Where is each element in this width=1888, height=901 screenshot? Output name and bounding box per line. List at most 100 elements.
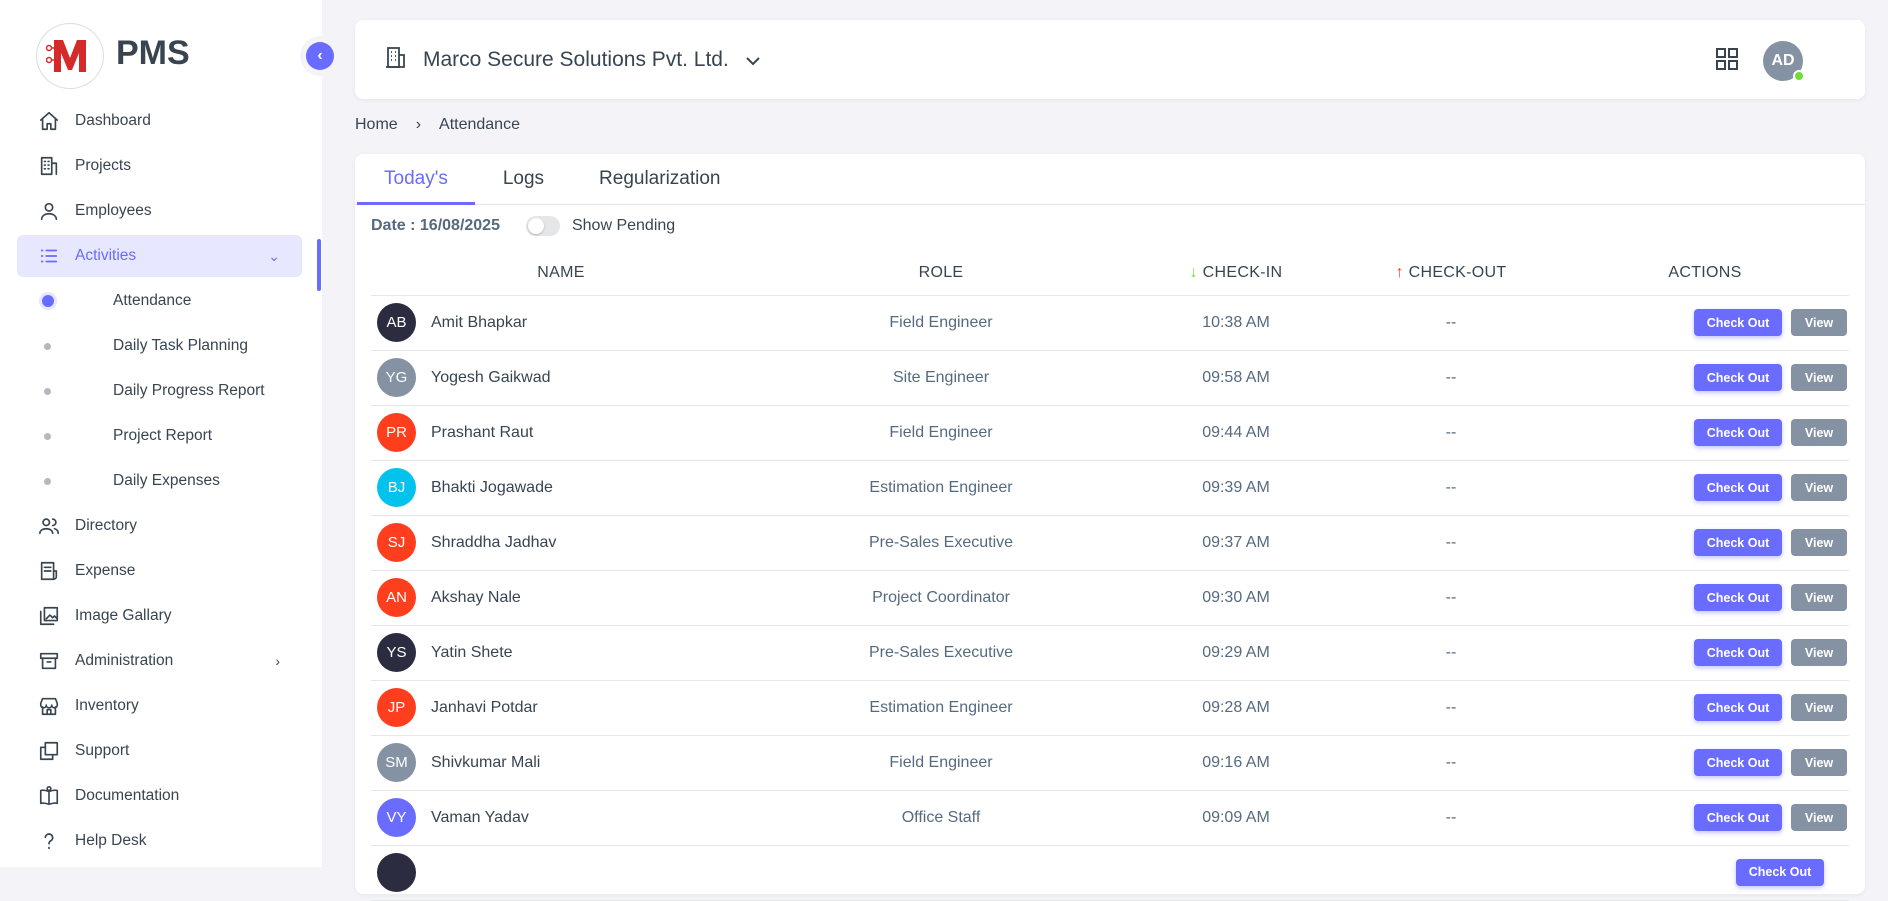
view-button[interactable]: View [1791,364,1847,391]
view-button[interactable]: View [1791,419,1847,446]
collapse-sidebar-button[interactable]: ‹ [300,36,340,76]
sidebar-item-label: Employees [75,202,152,219]
employee-name: Yogesh Gaikwad [431,368,551,386]
sidebar-subitem-project-report[interactable]: Project Report [17,415,302,457]
date-label: Date : 16/08/2025 [371,217,500,234]
check-out-button[interactable]: Check Out [1694,804,1782,831]
table-row: AN Akshay Nale Project Coordinator 09:30 … [371,570,1849,626]
view-button[interactable]: View [1791,804,1847,831]
avatar: YS [377,633,416,672]
check-out-button[interactable]: Check Out [1694,529,1782,556]
name-cell: JP Janhavi Potdar [371,680,751,736]
check-out-button[interactable]: Check Out [1736,858,1824,886]
check-out-cell: -- [1341,680,1561,736]
role-cell: Estimation Engineer [751,680,1131,736]
employee-name: Amit Bhapkar [431,313,528,331]
building-icon [385,45,407,75]
check-out-button[interactable]: Check Out [1694,309,1782,336]
sidebar-item-label: Expense [75,562,136,579]
tab-todays[interactable]: Today's [357,154,475,205]
sidebar-item-support[interactable]: Support [17,730,302,772]
check-in-cell: 09:39 AM [1131,460,1341,516]
apps-grid-icon[interactable] [1715,47,1739,76]
check-in-cell: 10:38 AM [1131,295,1341,351]
actions-cell: Check Out View [1561,625,1849,681]
sidebar-item-inventory[interactable]: Inventory [17,685,302,727]
table-row: YG Yogesh Gaikwad Site Engineer 09:58 AM … [371,350,1849,406]
view-button[interactable]: View [1791,639,1847,666]
employee-name: Janhavi Potdar [431,698,538,716]
sidebar-subitem-label: Daily Progress Report [113,382,265,399]
sidebar-item-image-gallary[interactable]: Image Gallary [17,595,302,637]
name-cell: AN Akshay Nale [371,570,751,626]
view-button[interactable]: View [1791,309,1847,336]
store-icon [38,695,60,717]
table-row: VY Vaman Yadav Office Staff 09:09 AM -- C… [371,790,1849,846]
gallery-icon [38,605,60,627]
actions-cell: Check Out View [1561,350,1849,406]
sidebar-subitem-label: Daily Expenses [113,472,220,489]
view-button[interactable]: View [1791,749,1847,776]
avatar: YG [377,358,416,397]
sidebar-item-label: Administration [75,652,174,669]
check-out-cell: -- [1341,570,1561,626]
name-cell: AB Amit Bhapkar [371,295,751,351]
avatar [377,853,416,892]
organization-selector[interactable]: Marco Secure Solutions Pvt. Ltd. [385,45,761,75]
employee-name: Shraddha Jadhav [431,533,557,551]
view-button[interactable]: View [1791,694,1847,721]
name-cell: PR Prashant Raut [371,405,751,461]
column-header-check-out[interactable]: ↑ Check-out [1341,252,1561,296]
list-icon [38,245,60,267]
show-pending-toggle[interactable] [525,216,560,236]
brand-logo[interactable] [36,23,104,89]
sidebar-subitem-daily-expenses[interactable]: Daily Expenses [17,460,302,502]
name-cell: YG Yogesh Gaikwad [371,350,751,406]
sidebar-item-help-desk[interactable]: Help Desk [17,820,302,862]
check-out-button[interactable]: Check Out [1694,694,1782,721]
sidebar-item-label: Inventory [75,697,139,714]
actions-cell: Check Out View [1561,460,1849,516]
filter-bar: Date : 16/08/2025 Show Pending [371,216,675,236]
check-out-label: Check-out [1408,264,1507,282]
sidebar-nav: Dashboard Projects Employees Activities ⌄ Att… [17,100,302,865]
column-header-check-in[interactable]: ↓ Check-in [1131,252,1341,296]
check-out-cell: -- [1341,515,1561,571]
check-out-button[interactable]: Check Out [1694,749,1782,776]
sidebar-item-employees[interactable]: Employees [17,190,302,232]
view-button[interactable]: View [1791,584,1847,611]
check-out-button[interactable]: Check Out [1694,639,1782,666]
name-cell: SM Shivkumar Mali [371,735,751,791]
sidebar-subitem-attendance[interactable]: Attendance [17,280,302,322]
sidebar-item-directory[interactable]: Directory [17,505,302,547]
check-out-button[interactable]: Check Out [1694,584,1782,611]
sidebar-item-expense[interactable]: Expense [17,550,302,592]
sidebar-item-projects[interactable]: Projects [17,145,302,187]
active-indicator [317,239,321,291]
check-in-cell: 09:30 AM [1131,570,1341,626]
check-out-button[interactable]: Check Out [1694,474,1782,501]
receipt-icon [38,560,60,582]
sidebar-subitem-daily-progress-report[interactable]: Daily Progress Report [17,370,302,412]
sidebar-item-administration[interactable]: Administration › [17,640,302,682]
check-out-cell: -- [1341,790,1561,846]
tab-logs[interactable]: Logs [502,168,545,189]
view-button[interactable]: View [1791,529,1847,556]
home-icon [38,110,60,132]
bullet-icon [44,477,51,485]
check-out-button[interactable]: Check Out [1694,419,1782,446]
tab-regularization[interactable]: Regularization [599,168,721,189]
role-cell: Field Engineer [751,405,1131,461]
user-avatar[interactable]: AD [1763,41,1805,82]
sidebar-item-activities[interactable]: Activities ⌄ [17,235,302,277]
sidebar-item-label: Support [75,742,130,759]
sidebar-subitem-daily-task-planning[interactable]: Daily Task Planning [17,325,302,367]
sidebar-subitem-label: Daily Task Planning [113,337,248,354]
online-status-dot [1793,70,1805,82]
actions-cell: Check Out View [1561,405,1849,461]
check-out-button[interactable]: Check Out [1694,364,1782,391]
view-button[interactable]: View [1791,474,1847,501]
sidebar-item-documentation[interactable]: Documentation [17,775,302,817]
breadcrumb-home[interactable]: Home [355,116,398,133]
sidebar-item-dashboard[interactable]: Dashboard [17,100,302,142]
